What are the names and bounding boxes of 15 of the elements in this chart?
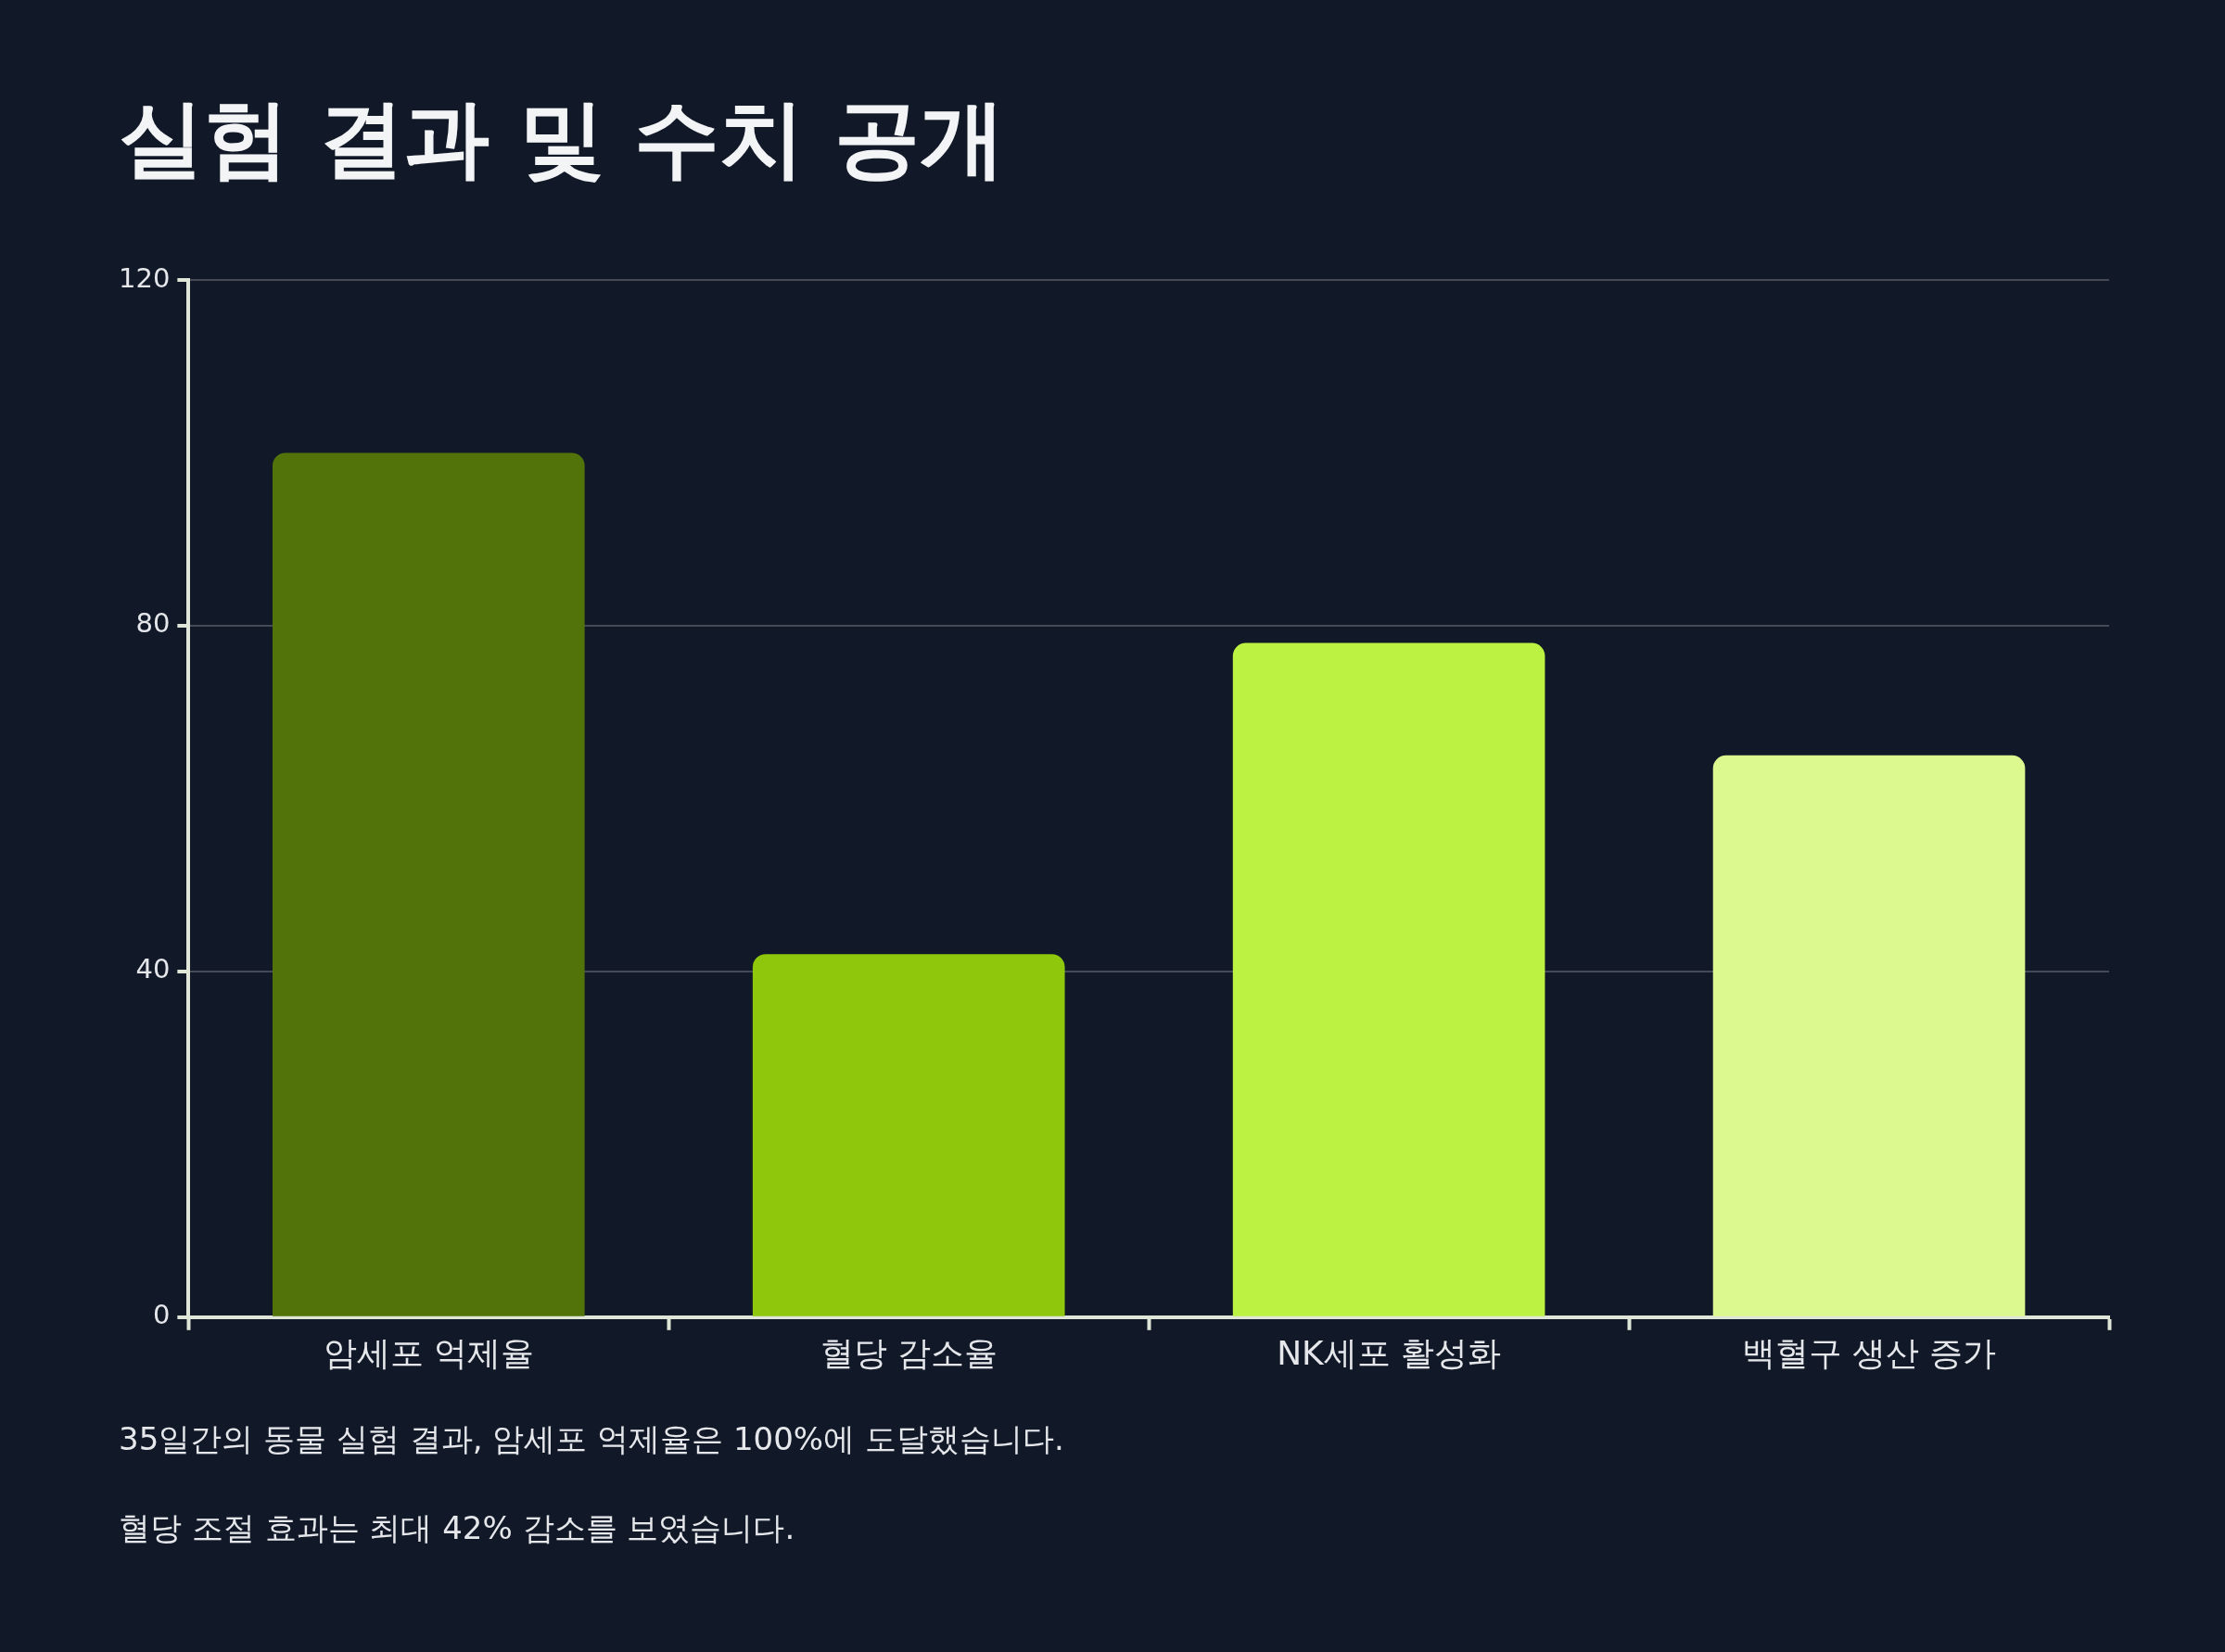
bar — [1232, 642, 1545, 1316]
y-tick-label: 120 — [118, 261, 171, 294]
x-tick-label: 백혈구 생산 증가 — [1741, 1333, 1997, 1372]
text: 35일간의 동물 실험 결과, 암세포 억제율은 100%에 도달했습니다. — [119, 1419, 1064, 1459]
x-tick-label: NK세포 활성화 — [1277, 1333, 1502, 1372]
chart-title: 실험 결과 및 수치 공개 — [119, 88, 1006, 190]
y-tick-label: 40 — [135, 953, 171, 985]
x-tick-label: 혈당 감소율 — [820, 1333, 998, 1372]
y-tick-label: 80 — [135, 607, 171, 640]
bar — [752, 954, 1065, 1316]
y-tick-label: 0 — [152, 1299, 171, 1331]
bar — [1712, 755, 2026, 1316]
x-tick-label: 암세포 억제율 — [323, 1333, 535, 1372]
text: 혈당 조절 효과는 최대 42% 감소를 보였습니다. — [119, 1508, 795, 1548]
bar — [272, 452, 585, 1316]
